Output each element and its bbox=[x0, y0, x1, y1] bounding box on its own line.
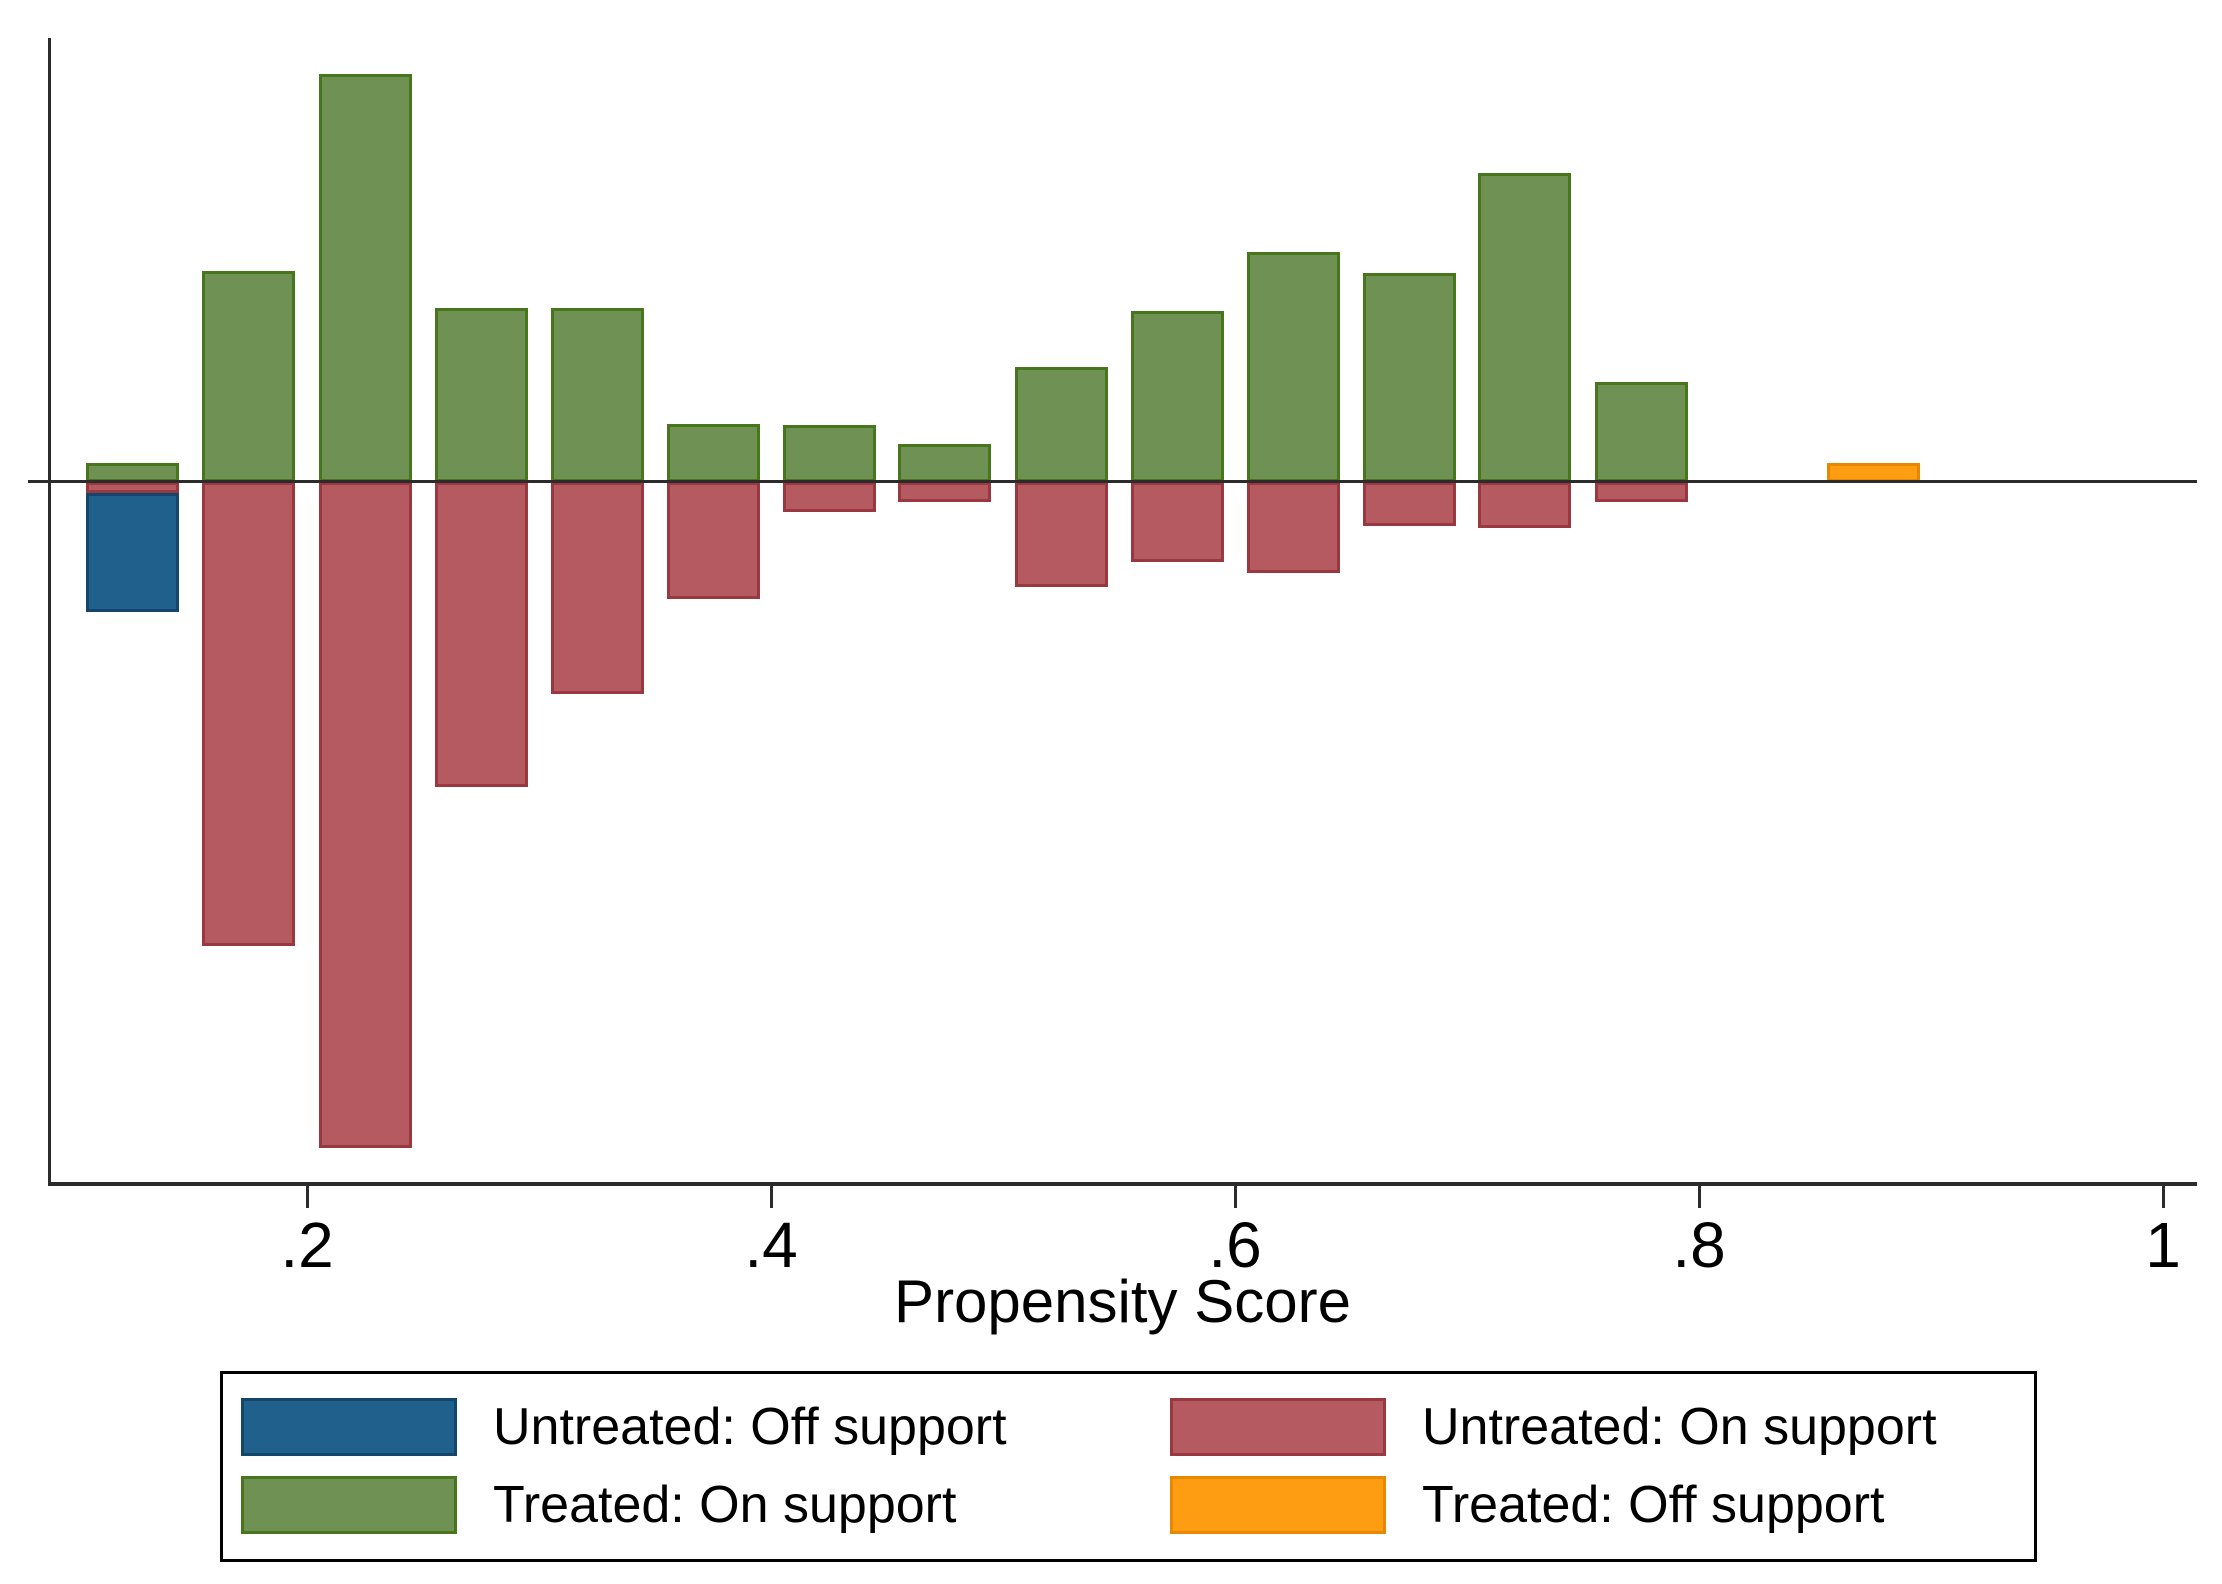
legend-label-treated_off: Treated: Off support bbox=[1422, 1476, 1885, 1534]
x-axis-tick-label: 1 bbox=[2145, 1209, 2181, 1281]
bar-treated-on-support bbox=[898, 444, 991, 482]
bar-untreated-on-support bbox=[1478, 482, 1571, 528]
bar-untreated-on-support bbox=[783, 482, 876, 512]
x-axis-line bbox=[48, 1182, 2197, 1186]
bar-treated-on-support bbox=[1131, 311, 1224, 482]
bar-untreated-on-support bbox=[1595, 482, 1688, 502]
x-axis-tick-label: .4 bbox=[744, 1209, 798, 1281]
y-axis-line bbox=[48, 38, 51, 1186]
bar-treated-on-support bbox=[783, 425, 876, 482]
bar-untreated-on-support bbox=[86, 482, 179, 493]
bar-treated-on-support bbox=[1363, 273, 1456, 482]
legend-swatch-untreated_off bbox=[241, 1398, 457, 1456]
bar-untreated-on-support bbox=[898, 482, 991, 502]
legend-swatch-treated_off bbox=[1170, 1476, 1386, 1534]
legend-label-treated_on: Treated: On support bbox=[493, 1476, 957, 1534]
legend-swatch-treated_on bbox=[241, 1476, 457, 1534]
bar-treated-on-support bbox=[1478, 173, 1571, 482]
bar-untreated-on-support bbox=[667, 482, 760, 599]
x-axis-tick bbox=[770, 1184, 773, 1208]
zero-baseline bbox=[50, 480, 2197, 483]
x-axis-tick bbox=[2162, 1184, 2165, 1208]
bar-treated-on-support bbox=[1015, 367, 1108, 482]
bar-treated-on-support bbox=[435, 308, 528, 482]
legend-swatch-untreated_on bbox=[1170, 1398, 1386, 1456]
bar-untreated-on-support bbox=[1247, 482, 1340, 573]
bar-treated-on-support bbox=[551, 308, 644, 482]
y-axis-zero-tick bbox=[28, 480, 50, 483]
bar-treated-on-support bbox=[202, 271, 295, 482]
legend-box: Untreated: Off support Untreated: On supp… bbox=[220, 1371, 2037, 1562]
bar-treated-on-support bbox=[319, 74, 412, 482]
bar-untreated-on-support bbox=[551, 482, 644, 694]
bar-treated-on-support bbox=[1595, 382, 1688, 482]
x-axis-tick bbox=[1234, 1184, 1237, 1208]
bar-untreated-on-support bbox=[1131, 482, 1224, 562]
x-axis-tick bbox=[306, 1184, 309, 1208]
legend-label-untreated_on: Untreated: On support bbox=[1422, 1398, 1937, 1456]
bar-untreated-off-support bbox=[86, 493, 179, 612]
bar-untreated-on-support bbox=[435, 482, 528, 787]
legend-label-untreated_off: Untreated: Off support bbox=[493, 1398, 1007, 1456]
bar-treated-on-support bbox=[1247, 252, 1340, 482]
x-axis-title: Propensity Score bbox=[894, 1268, 1351, 1335]
x-axis-tick-label: .2 bbox=[280, 1209, 334, 1281]
x-axis-tick bbox=[1698, 1184, 1701, 1208]
bar-untreated-on-support bbox=[1363, 482, 1456, 526]
x-axis-tick-label: .6 bbox=[1208, 1209, 1262, 1281]
bar-treated-on-support bbox=[667, 424, 760, 482]
x-axis-tick-label: .8 bbox=[1672, 1209, 1726, 1281]
bar-untreated-on-support bbox=[319, 482, 412, 1148]
bar-untreated-on-support bbox=[1015, 482, 1108, 587]
bar-untreated-on-support bbox=[202, 482, 295, 946]
